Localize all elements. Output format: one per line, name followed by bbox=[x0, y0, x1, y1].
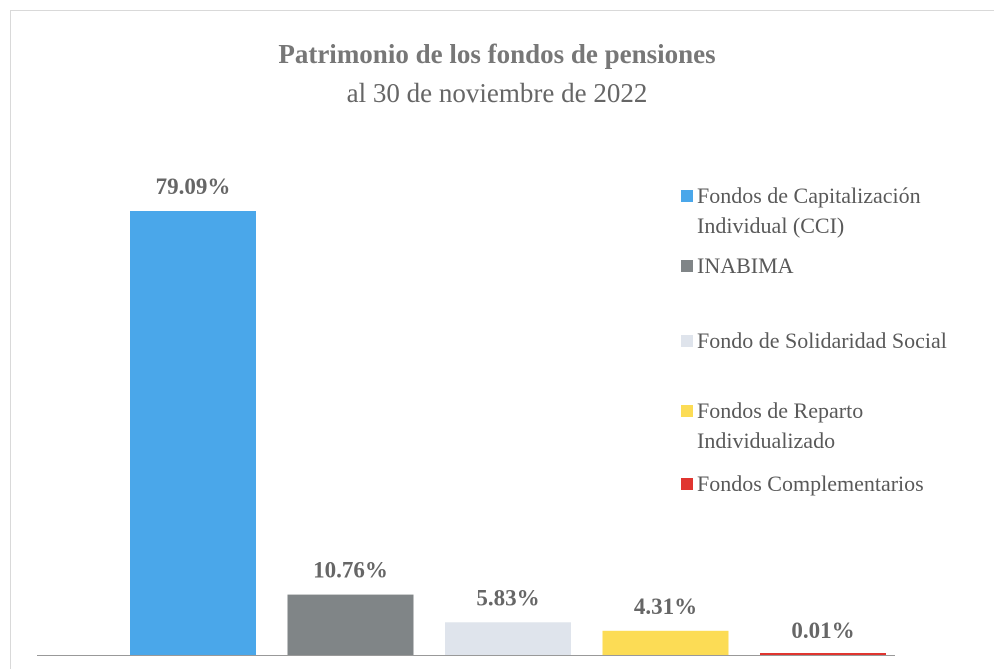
data-label: 5.83% bbox=[476, 585, 539, 610]
legend-label: Fondos de Reparto Individualizado bbox=[697, 398, 864, 453]
legend-swatch bbox=[681, 335, 693, 347]
legend-item: Fondos de Capitalización Individual (CCI… bbox=[681, 181, 981, 241]
legend-item: Fondo de Solidaridad Social bbox=[681, 326, 981, 356]
legend-swatch bbox=[681, 478, 693, 490]
legend-swatch bbox=[681, 260, 693, 272]
data-label: 10.76% bbox=[313, 558, 388, 583]
bar bbox=[130, 211, 256, 655]
data-label: 4.31% bbox=[634, 594, 697, 619]
chart-subtitle: al 30 de noviembre de 2022 bbox=[347, 78, 648, 108]
legend-item: INABIMA bbox=[681, 251, 981, 281]
bar bbox=[287, 594, 414, 655]
bar bbox=[760, 653, 886, 655]
legend-swatch bbox=[681, 190, 693, 202]
chart-title: Patrimonio de los fondos de pensiones bbox=[278, 39, 715, 69]
legend-label: Fondos de Capitalización Individual (CCI… bbox=[697, 183, 921, 238]
chart-frame bbox=[10, 10, 994, 669]
legend-label: Fondo de Solidaridad Social bbox=[697, 328, 947, 353]
data-label: 79.09% bbox=[156, 174, 231, 199]
legend-swatch bbox=[681, 405, 693, 417]
legend-item: Fondos Complementarios bbox=[681, 469, 981, 499]
bar bbox=[445, 622, 571, 655]
legend-item: Fondos de Reparto Individualizado bbox=[681, 396, 981, 456]
legend-label: INABIMA bbox=[697, 253, 794, 278]
data-label: 0.01% bbox=[791, 618, 854, 643]
legend-label: Fondos Complementarios bbox=[697, 471, 924, 496]
bar bbox=[602, 630, 729, 655]
